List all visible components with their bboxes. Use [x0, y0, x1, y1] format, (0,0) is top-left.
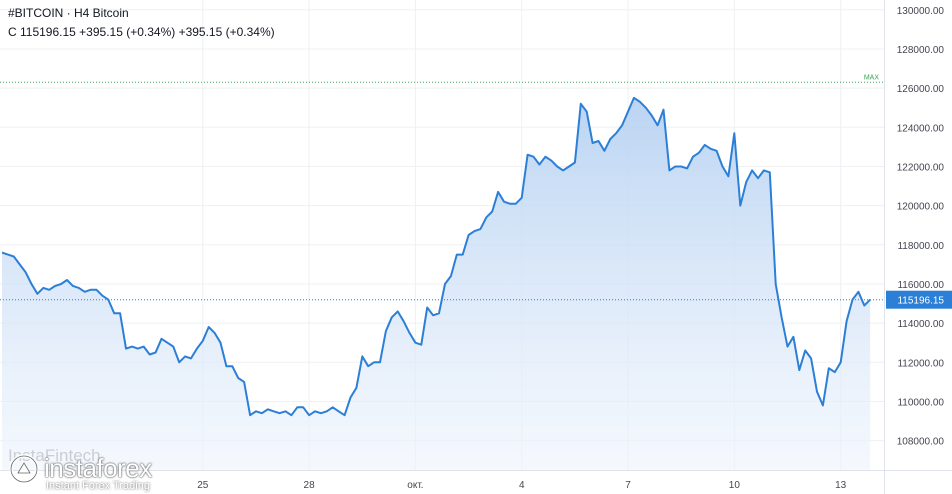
- max-label: MAX: [864, 74, 880, 81]
- level-lines: MAX 115196.15: [0, 74, 952, 309]
- series-area: [2, 97, 871, 471]
- price-summary: C 115196.15 +395.15 (+0.34%) +395.15 (+0…: [8, 25, 275, 39]
- series-line: [1, 96, 871, 417]
- logo-brand-text: instaforex: [44, 453, 152, 483]
- y-tick-label: 108000.00: [897, 437, 945, 448]
- y-tick-label: 118000.00: [897, 241, 944, 252]
- y-tick-label: 124000.00: [897, 123, 945, 134]
- x-tick-label: 28: [304, 480, 316, 491]
- x-tick-label: 10: [729, 480, 741, 491]
- y-tick-label: 130000.00: [897, 6, 945, 17]
- y-tick-label: 122000.00: [897, 162, 945, 173]
- current-price-label: 115196.15: [897, 296, 944, 307]
- y-tick-label: 128000.00: [897, 45, 945, 56]
- y-tick-label: 110000.00: [897, 397, 944, 408]
- area-layer: [2, 97, 871, 471]
- line-layer: [1, 96, 871, 417]
- x-tick-label: окт.: [407, 480, 423, 491]
- symbol-title: #BITCOIN · H4 Bitcoin: [8, 6, 129, 20]
- instaforex-logo: instaforex Instant Forex Trading: [0, 449, 180, 494]
- x-tick-label: 13: [835, 480, 847, 491]
- y-tick-label: 126000.00: [897, 84, 945, 95]
- y-tick-label: 114000.00: [897, 319, 944, 330]
- x-tick-label: 25: [197, 480, 209, 491]
- instaforex-logo-icon: [9, 454, 39, 484]
- x-tick-label: 4: [519, 480, 525, 491]
- logo-tagline: Instant Forex Trading: [46, 480, 150, 492]
- current-price-badge: [886, 290, 952, 309]
- y-tick-label: 116000.00: [897, 280, 944, 291]
- y-tick-label: 112000.00: [897, 358, 944, 369]
- x-tick-label: 7: [625, 480, 631, 491]
- y-tick-label: 120000.00: [897, 202, 945, 213]
